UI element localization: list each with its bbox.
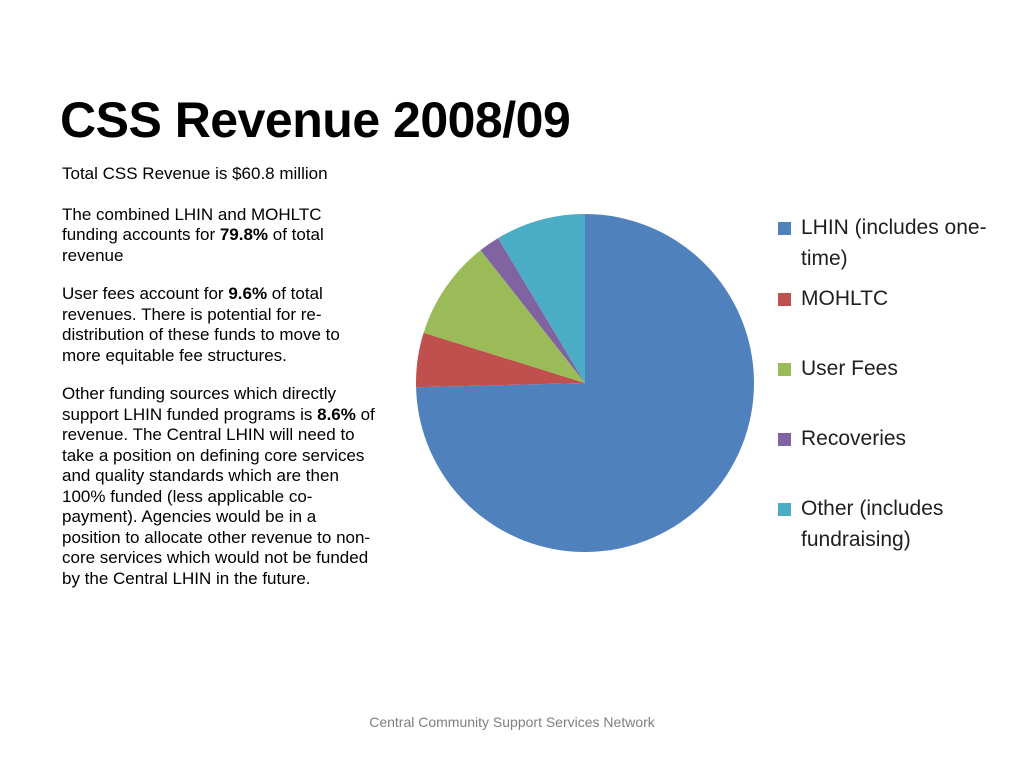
paragraph-text: The combined LHIN and MOHLTC funding acc… xyxy=(62,204,322,245)
legend-label: Other (includes fundraising) xyxy=(801,497,944,551)
legend-label: Recoveries xyxy=(801,427,907,450)
highlight-percentage: 9.6% xyxy=(228,284,268,303)
legend-label: User Fees xyxy=(801,357,898,380)
body-paragraph: Other funding sources which directly sup… xyxy=(62,384,378,589)
legend-swatch xyxy=(778,222,791,235)
pie-slice-mohltc xyxy=(415,332,585,388)
slide-footer: Central Community Support Services Netwo… xyxy=(369,714,655,730)
body-paragraph: The combined LHIN and MOHLTC funding acc… xyxy=(62,205,378,267)
pie-slice-recoveries xyxy=(480,238,585,383)
paragraph-text: of revenue. The Central LHIN will need t… xyxy=(62,404,375,588)
legend-swatch xyxy=(778,503,791,516)
paragraph-text: Other funding sources which directly sup… xyxy=(62,384,337,424)
revenue-pie-chart xyxy=(415,214,754,552)
paragraph-text: of total revenue xyxy=(62,225,324,265)
legend-swatch xyxy=(778,363,791,376)
slide-title: CSS Revenue 2008/09 xyxy=(60,92,571,148)
legend-item: LHIN (includes one-time) xyxy=(778,212,1018,274)
body-paragraph: Total CSS Revenue is $60.8 million xyxy=(62,164,378,185)
legend-label: LHIN (includes one-time) xyxy=(801,216,987,270)
legend-item: MOHLTC xyxy=(778,283,1018,314)
legend-item: Other (includes fundraising) xyxy=(778,493,1018,555)
pie-slice-user-fees xyxy=(423,250,585,383)
paragraph-text: of total revenues. There is potential fo… xyxy=(62,284,340,365)
paragraph-text: Total CSS Revenue is $60.8 million xyxy=(62,164,328,183)
highlight-percentage: 8.6% xyxy=(317,404,356,424)
legend-item: User Fees xyxy=(778,353,1018,384)
body-text: Total CSS Revenue is $60.8 million The co… xyxy=(62,164,378,607)
pie-slice-other-includes-fundraising xyxy=(498,214,585,383)
highlight-percentage: 79.8% xyxy=(219,225,269,244)
body-paragraph: User fees account for 9.6% of total reve… xyxy=(62,284,378,366)
legend-label: MOHLTC xyxy=(801,287,889,310)
paragraph-text: User fees account for xyxy=(62,284,229,303)
pie-slice-lhin-includes-one-time xyxy=(416,214,754,552)
legend-swatch xyxy=(778,433,791,446)
legend-swatch xyxy=(778,293,791,306)
legend-item: Recoveries xyxy=(778,423,1018,454)
